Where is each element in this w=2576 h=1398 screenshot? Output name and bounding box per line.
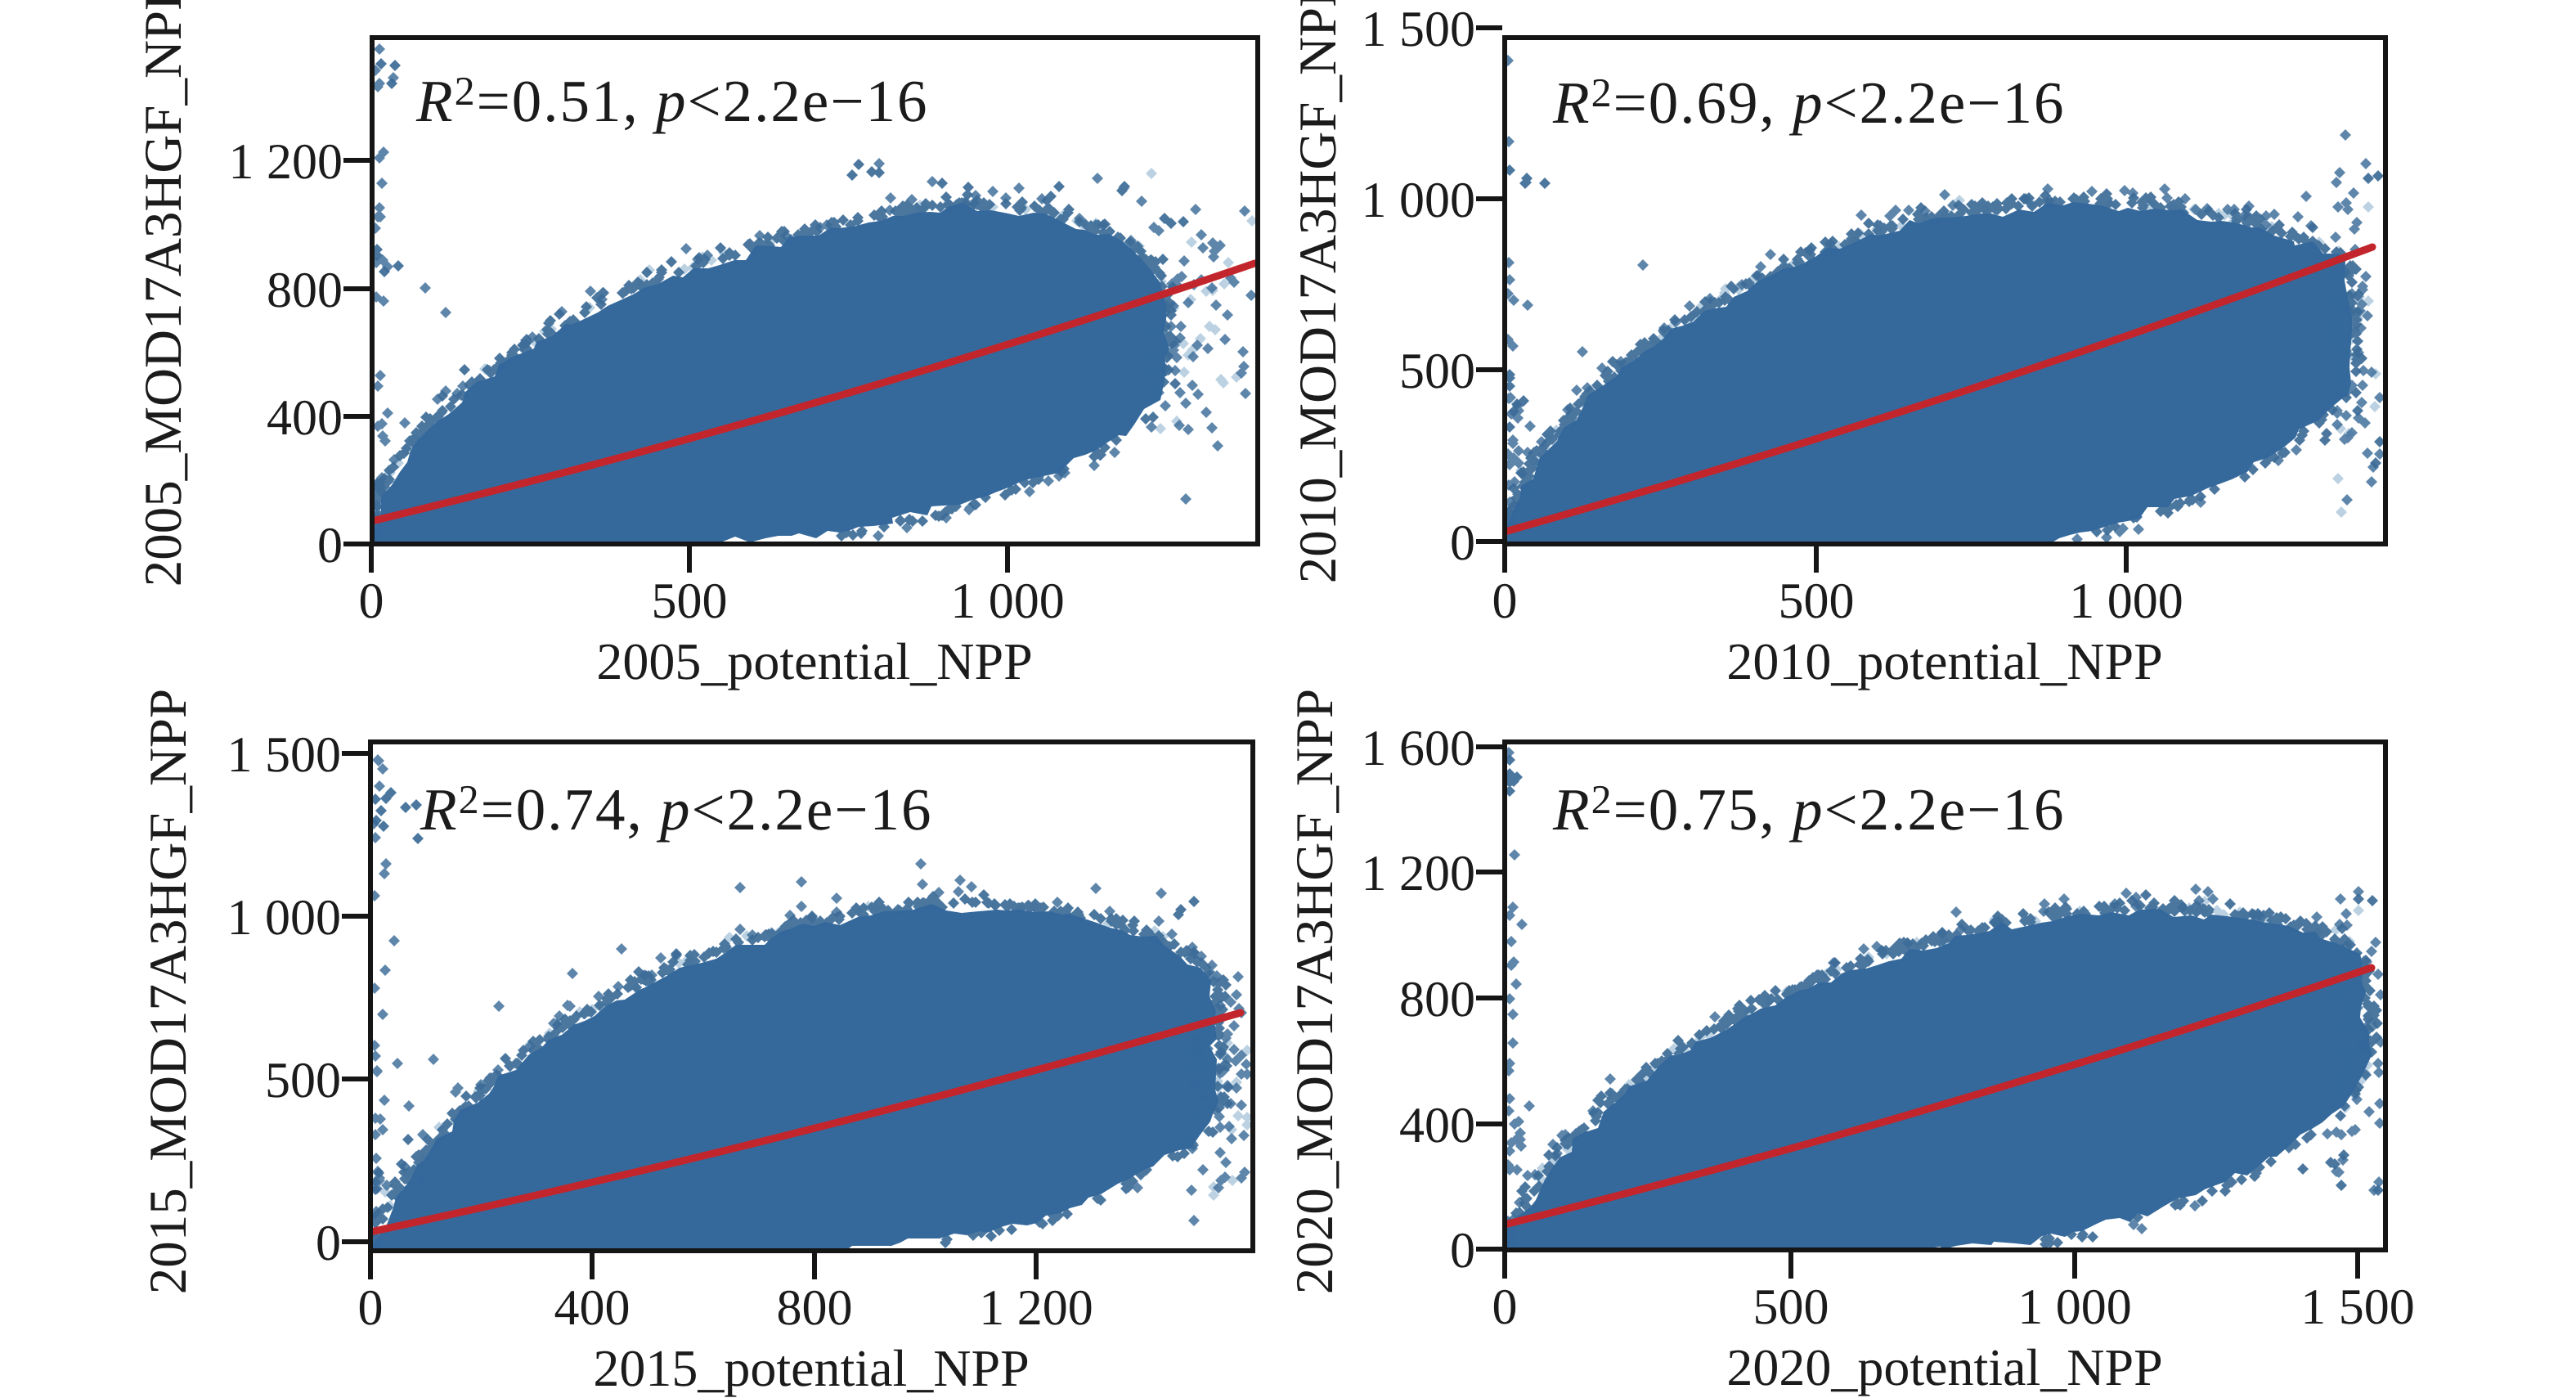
svg-text:1 200: 1 200	[979, 1280, 1093, 1336]
svg-text:0: 0	[316, 1216, 341, 1271]
svg-text:1 500: 1 500	[2300, 1279, 2415, 1335]
svg-text:1 200: 1 200	[1362, 846, 1476, 901]
svg-text:500: 500	[1779, 573, 1855, 629]
svg-text:400: 400	[267, 390, 343, 446]
svg-text:2020_MOD17A3HGF_NPP: 2020_MOD17A3HGF_NPP	[1286, 689, 1344, 1294]
svg-text:400: 400	[1399, 1098, 1475, 1153]
svg-text:1 000: 1 000	[227, 890, 342, 946]
svg-text:2010_potential_NPP: 2010_potential_NPP	[1726, 632, 2162, 690]
svg-text:2005_potential_NPP: 2005_potential_NPP	[596, 632, 1032, 690]
svg-text:0: 0	[1450, 515, 1475, 571]
svg-text:R2=0.74, p<2.2e−16: R2=0.74, p<2.2e−16	[420, 776, 933, 843]
svg-text:2015_MOD17A3HGF_NPP: 2015_MOD17A3HGF_NPP	[139, 689, 198, 1294]
svg-text:0: 0	[317, 518, 343, 573]
svg-text:0: 0	[1492, 1279, 1518, 1335]
svg-text:1 200: 1 200	[229, 134, 343, 190]
svg-text:R2=0.69, p<2.2e−16: R2=0.69, p<2.2e−16	[1552, 70, 2066, 136]
svg-text:500: 500	[652, 573, 728, 629]
svg-text:0: 0	[1492, 573, 1518, 629]
svg-text:1 500: 1 500	[227, 727, 342, 783]
svg-text:800: 800	[1399, 972, 1475, 1027]
svg-text:R2=0.51, p<2.2e−16: R2=0.51, p<2.2e−16	[415, 68, 929, 134]
svg-text:1 000: 1 000	[2069, 573, 2183, 629]
svg-text:800: 800	[777, 1280, 853, 1336]
svg-text:800: 800	[267, 263, 343, 318]
svg-text:400: 400	[554, 1280, 631, 1336]
svg-text:R2=0.75, p<2.2e−16: R2=0.75, p<2.2e−16	[1552, 776, 2066, 843]
svg-text:500: 500	[1399, 344, 1475, 399]
svg-text:1 600: 1 600	[1362, 721, 1476, 776]
svg-text:0: 0	[1450, 1223, 1475, 1279]
svg-text:2020_potential_NPP: 2020_potential_NPP	[1726, 1338, 2162, 1396]
svg-text:500: 500	[1753, 1279, 1829, 1335]
svg-text:0: 0	[358, 1280, 384, 1336]
svg-text:0: 0	[359, 573, 384, 629]
svg-text:1 000: 1 000	[2017, 1279, 2132, 1335]
svg-text:500: 500	[265, 1053, 341, 1108]
svg-text:2015_potential_NPP: 2015_potential_NPP	[593, 1339, 1029, 1397]
svg-text:1 500: 1 500	[1362, 2, 1476, 57]
svg-text:1 000: 1 000	[950, 573, 1065, 629]
svg-text:2005_MOD17A3HGF_NPP: 2005_MOD17A3HGF_NPP	[134, 0, 193, 587]
svg-text:2010_MOD17A3HGF_NPP: 2010_MOD17A3HGF_NPP	[1289, 0, 1348, 583]
svg-text:1 000: 1 000	[1362, 173, 1476, 228]
